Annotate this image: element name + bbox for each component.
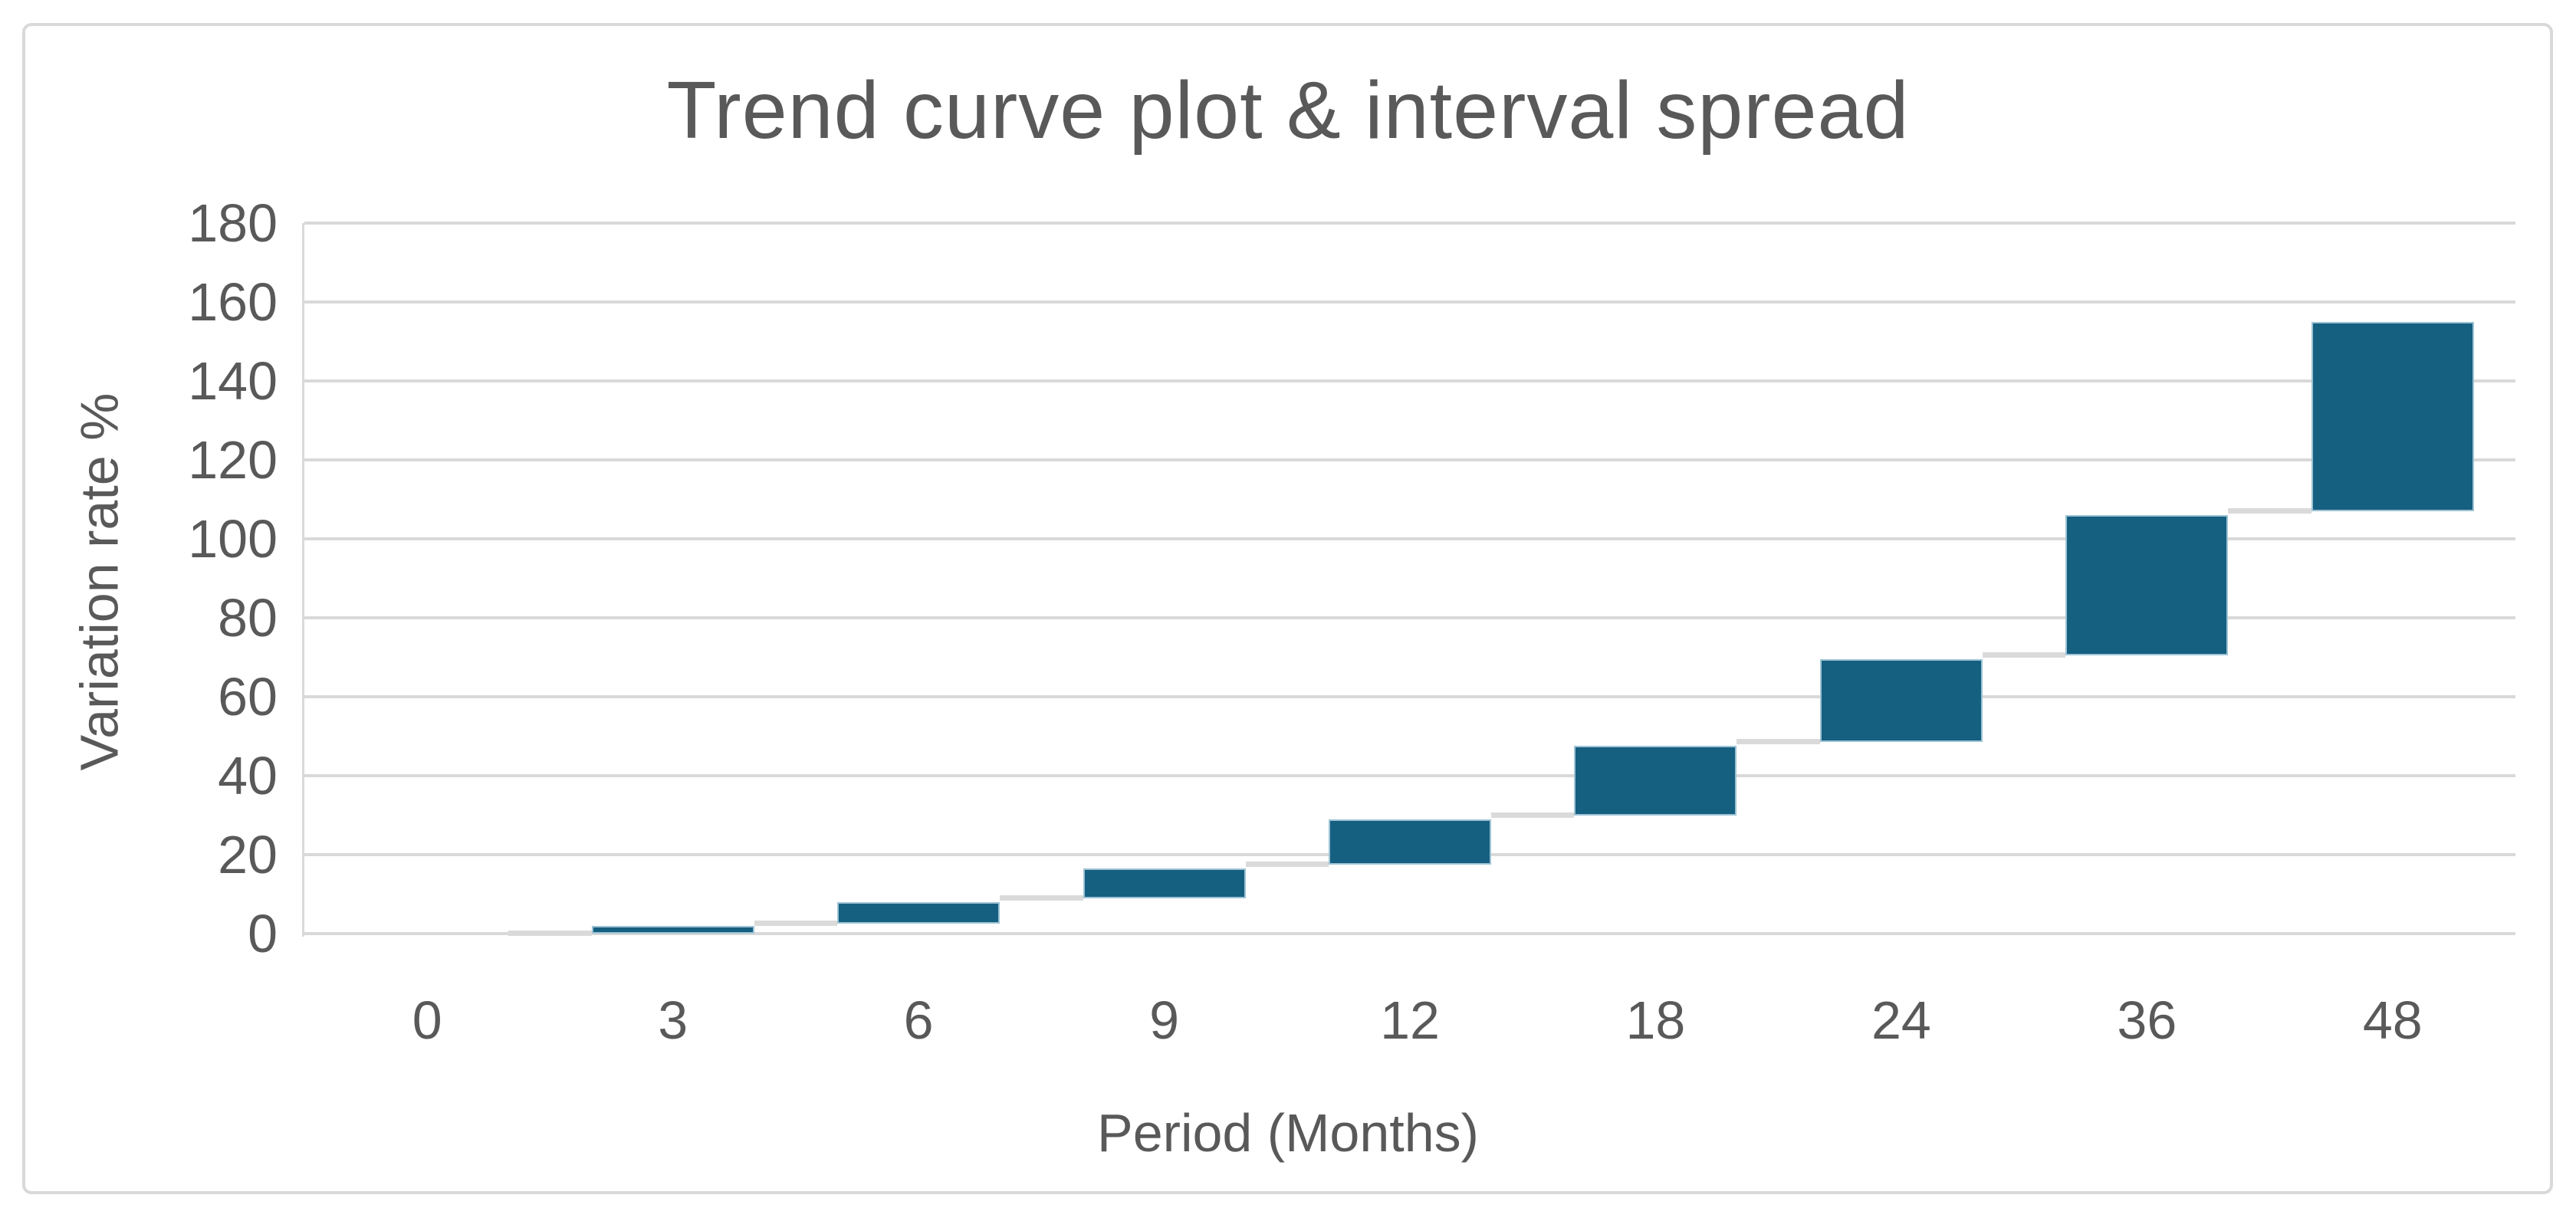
- y-tick-label-100: 100: [188, 509, 278, 569]
- bar-6-months[interactable]: [837, 901, 1001, 924]
- gridline-140: [304, 379, 2515, 382]
- gridline-100: [304, 537, 2515, 540]
- y-tick-label-120: 120: [188, 430, 278, 490]
- x-axis-line: [304, 932, 2515, 935]
- x-tick-label-6: 6: [903, 990, 934, 1050]
- y-tick-label-40: 40: [218, 746, 278, 806]
- gridline-180: [304, 222, 2515, 225]
- y-tick-label-140: 140: [188, 351, 278, 411]
- connector-12-18: [1491, 812, 1575, 818]
- x-axis-title: Period (Months): [1097, 1103, 1479, 1163]
- x-tick-label-0: 0: [412, 990, 442, 1050]
- connector-36-48: [2228, 507, 2312, 514]
- x-tick-label-9: 9: [1149, 990, 1180, 1050]
- gridline-40: [304, 774, 2515, 777]
- x-tick-label-48: 48: [2362, 990, 2423, 1050]
- connector-18-24: [1737, 739, 1820, 745]
- connector-9-12: [1245, 861, 1329, 867]
- y-tick-label-60: 60: [218, 667, 278, 727]
- y-tick-label-80: 80: [218, 588, 278, 648]
- x-tick-label-3: 3: [658, 990, 688, 1050]
- chart-title: Trend curve plot & interval spread: [666, 65, 1910, 156]
- bar-18-months[interactable]: [1574, 746, 1737, 816]
- y-tick-label-20: 20: [218, 825, 278, 885]
- gridline-120: [304, 458, 2515, 461]
- connector-24-36: [1982, 652, 2066, 658]
- x-tick-label-18: 18: [1625, 990, 1686, 1050]
- y-tick-label-160: 160: [188, 272, 278, 332]
- plot-area: [302, 222, 2515, 937]
- connector-0-3: [508, 931, 592, 936]
- bar-36-months[interactable]: [2065, 515, 2229, 655]
- bar-12-months[interactable]: [1329, 819, 1491, 865]
- connector-3-6: [754, 921, 838, 927]
- y-tick-label-0: 0: [248, 904, 278, 963]
- connector-6-9: [1000, 895, 1083, 901]
- bar-3-months[interactable]: [591, 925, 754, 934]
- bar-48-months[interactable]: [2311, 321, 2474, 511]
- gridline-60: [304, 695, 2515, 698]
- bar-24-months[interactable]: [1819, 659, 1983, 743]
- gridline-80: [304, 616, 2515, 619]
- y-tick-label-180: 180: [188, 193, 278, 253]
- y-axis-line: [302, 223, 304, 937]
- bar-9-months[interactable]: [1083, 868, 1246, 898]
- x-tick-label-36: 36: [2117, 990, 2177, 1050]
- gridline-160: [304, 300, 2515, 304]
- x-tick-label-12: 12: [1380, 990, 1440, 1050]
- x-tick-label-24: 24: [1871, 990, 1931, 1050]
